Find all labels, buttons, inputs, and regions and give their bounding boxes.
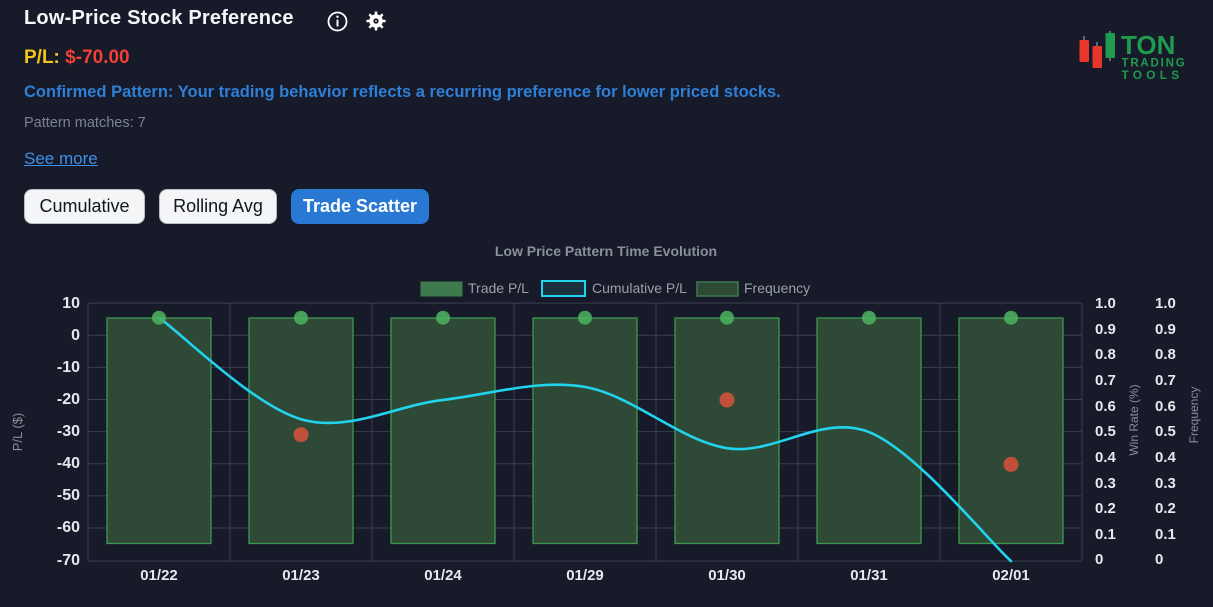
svg-text:Low Price Pattern Time Evoluti: Low Price Pattern Time Evolution [495, 243, 717, 259]
svg-text:-70: -70 [57, 552, 80, 569]
svg-text:TON: TON [1121, 30, 1175, 60]
svg-text:10: 10 [62, 295, 80, 312]
svg-text:0.7: 0.7 [1095, 372, 1116, 389]
svg-text:Frequency: Frequency [1187, 387, 1201, 444]
svg-text:-20: -20 [57, 391, 80, 408]
svg-text:P/L ($): P/L ($) [10, 413, 25, 452]
svg-text:-50: -50 [57, 487, 80, 504]
svg-text:1.0: 1.0 [1155, 295, 1176, 312]
svg-text:01/23: 01/23 [282, 567, 320, 584]
svg-text:Trade P/L: Trade P/L [468, 280, 529, 296]
svg-text:01/24: 01/24 [424, 567, 462, 584]
svg-text:0.2: 0.2 [1155, 500, 1176, 517]
svg-text:-10: -10 [57, 359, 80, 376]
svg-text:0.7: 0.7 [1155, 372, 1176, 389]
svg-text:Cumulative P/L: Cumulative P/L [592, 280, 687, 296]
svg-text:0: 0 [1155, 551, 1163, 568]
svg-text:0.5: 0.5 [1095, 423, 1116, 440]
svg-text:0.1: 0.1 [1095, 526, 1116, 543]
svg-text:Win Rate (%): Win Rate (%) [1127, 384, 1141, 455]
svg-text:0.8: 0.8 [1095, 346, 1116, 363]
svg-text:02/01: 02/01 [992, 567, 1030, 584]
svg-text:0.5: 0.5 [1155, 423, 1176, 440]
svg-text:0.6: 0.6 [1095, 398, 1116, 415]
svg-text:0.9: 0.9 [1155, 321, 1176, 338]
svg-text:0: 0 [1095, 551, 1103, 568]
svg-text:Frequency: Frequency [744, 280, 810, 296]
svg-text:0: 0 [71, 327, 80, 344]
svg-text:0.4: 0.4 [1095, 449, 1117, 466]
svg-text:0.2: 0.2 [1095, 500, 1116, 517]
svg-text:TOOLS: TOOLS [1122, 68, 1184, 82]
svg-text:1.0: 1.0 [1095, 295, 1116, 312]
svg-text:-30: -30 [57, 423, 80, 440]
svg-text:0.8: 0.8 [1155, 346, 1176, 363]
svg-text:0.6: 0.6 [1155, 398, 1176, 415]
svg-text:01/30: 01/30 [708, 567, 746, 584]
svg-text:0.4: 0.4 [1155, 449, 1177, 466]
svg-text:0.3: 0.3 [1155, 475, 1176, 492]
svg-text:01/22: 01/22 [140, 567, 178, 584]
svg-text:-40: -40 [57, 455, 80, 472]
svg-text:0.1: 0.1 [1155, 526, 1176, 543]
svg-text:0.9: 0.9 [1095, 321, 1116, 338]
svg-text:01/29: 01/29 [566, 567, 604, 584]
svg-text:-60: -60 [57, 519, 80, 536]
svg-text:01/31: 01/31 [850, 567, 888, 584]
svg-text:0.3: 0.3 [1095, 475, 1116, 492]
